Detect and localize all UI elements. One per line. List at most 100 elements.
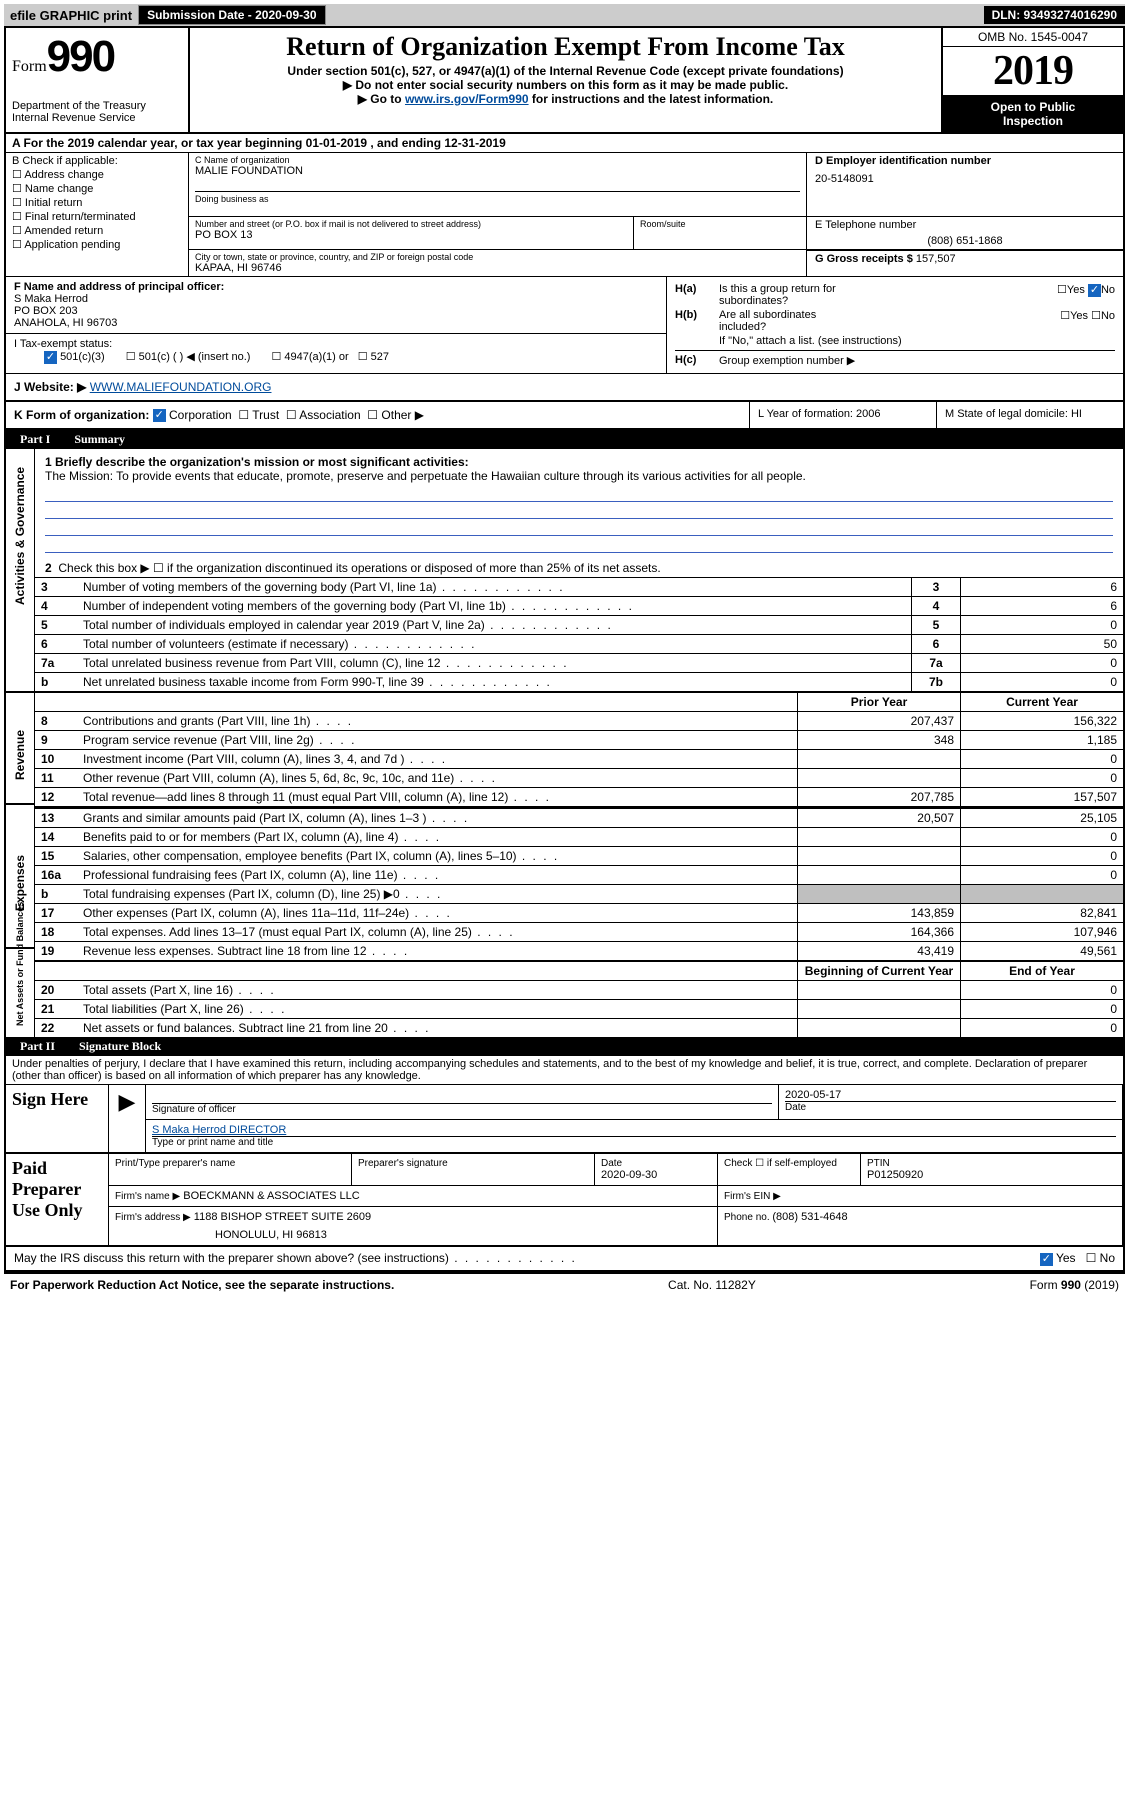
omb-number: OMB No. 1545-0047: [943, 28, 1123, 47]
cb-final-return[interactable]: ☐ Final return/terminated: [12, 210, 182, 223]
table-row: 21Total liabilities (Part X, line 26)0: [35, 1000, 1123, 1019]
mission-line: [45, 519, 1113, 536]
efile-label: efile GRAPHIC print: [4, 8, 138, 23]
cb-initial-return[interactable]: ☐ Initial return: [12, 196, 182, 209]
hc-text: Group exemption number ▶: [719, 354, 1115, 367]
cb-amended[interactable]: ☐ Amended return: [12, 224, 182, 237]
cb-application-pending[interactable]: ☐ Application pending: [12, 238, 182, 251]
section-b-through-g: B Check if applicable: ☐ Address change …: [6, 153, 1123, 277]
section-b: B Check if applicable: ☐ Address change …: [6, 153, 189, 276]
tax-year: 2019: [943, 47, 1123, 96]
table-row: 17Other expenses (Part IX, column (A), l…: [35, 904, 1123, 923]
hdr-prior-year: Prior Year: [798, 692, 961, 712]
form-number: 990: [47, 32, 114, 81]
line-2: 2 Check this box ▶ ☐ if the organization…: [35, 553, 1123, 577]
m-state-domicile: M State of legal domicile: HI: [936, 402, 1123, 428]
officer-addr2: ANAHOLA, HI 96703: [14, 317, 658, 329]
city-label: City or town, state or province, country…: [195, 252, 800, 262]
table-row: 5Total number of individuals employed in…: [35, 616, 1123, 635]
dept-treasury: Department of the Treasury: [12, 100, 182, 112]
table-row: 16aProfessional fundraising fees (Part I…: [35, 866, 1123, 885]
hdr-end-year: End of Year: [961, 962, 1124, 981]
submission-date-button[interactable]: Submission Date - 2020-09-30: [138, 5, 325, 25]
part-i-body: Activities & Governance Revenue Expenses…: [6, 449, 1123, 1037]
org-name: MALIE FOUNDATION: [195, 165, 800, 177]
footer-right: Form 990 (2019): [1030, 1278, 1119, 1292]
form-header: Form990 Department of the Treasury Inter…: [6, 28, 1123, 134]
header-sub2: ▶ Do not enter social security numbers o…: [200, 78, 931, 92]
vtab-net-assets: Net Assets or Fund Balances: [15, 970, 25, 1026]
table-row: 22Net assets or fund balances. Subtract …: [35, 1019, 1123, 1038]
discuss-text: May the IRS discuss this return with the…: [14, 1251, 955, 1265]
irs-link[interactable]: www.irs.gov/Form990: [405, 92, 529, 106]
date-label: Date: [785, 1101, 1116, 1113]
header-right: OMB No. 1545-0047 2019 Open to Public In…: [941, 28, 1123, 132]
l-year-formation: L Year of formation: 2006: [749, 402, 936, 428]
cb-corporation-checked-icon: ✓: [153, 409, 166, 422]
table-row: 9Program service revenue (Part VIII, lin…: [35, 731, 1123, 750]
firm-addr1: 1188 BISHOP STREET SUITE 2609: [194, 1211, 371, 1223]
declaration-text: Under penalties of perjury, I declare th…: [6, 1056, 1123, 1084]
table-row: 6Total number of volunteers (estimate if…: [35, 635, 1123, 654]
table-row: bTotal fundraising expenses (Part IX, co…: [35, 885, 1123, 904]
section-i-tax-exempt: I Tax-exempt status: ✓ 501(c)(3) ☐ 501(c…: [14, 338, 658, 364]
section-j-website: J Website: ▶ WWW.MALIEFOUNDATION.ORG: [6, 374, 1123, 402]
g-gross-label: G Gross receipts $: [815, 253, 916, 265]
table-row: 15Salaries, other compensation, employee…: [35, 847, 1123, 866]
table-row: 11Other revenue (Part VIII, column (A), …: [35, 769, 1123, 788]
addr-label: Number and street (or P.O. box if mail i…: [195, 219, 627, 229]
header-sub1: Under section 501(c), 527, or 4947(a)(1)…: [200, 64, 931, 78]
d-ein-label: D Employer identification number: [815, 155, 1115, 167]
hdr-beg-year: Beginning of Current Year: [798, 962, 961, 981]
ptin-value: P01250920: [867, 1169, 1116, 1181]
table-row: bNet unrelated business taxable income f…: [35, 673, 1123, 692]
table-row: 13Grants and similar amounts paid (Part …: [35, 809, 1123, 828]
ha-label: H(a): [675, 283, 719, 307]
lines-3-7-table: 3Number of voting members of the governi…: [35, 577, 1123, 691]
firm-name: BOECKMANN & ASSOCIATES LLC: [183, 1190, 359, 1202]
f-label: F Name and address of principal officer:: [14, 281, 658, 293]
cb-name-change[interactable]: ☐ Name change: [12, 182, 182, 195]
e-phone-label: E Telephone number: [815, 219, 1115, 231]
hb-label: H(b): [675, 309, 719, 333]
line-1-mission: 1 Briefly describe the organization's mi…: [35, 449, 1123, 485]
table-row: 10Investment income (Part VIII, column (…: [35, 750, 1123, 769]
form-title: Return of Organization Exempt From Incom…: [200, 32, 931, 62]
preparer-name-label: Print/Type preparer's name: [115, 1158, 345, 1169]
g-gross-value: 157,507: [916, 253, 956, 265]
cb-501c3-checked-icon: ✓: [44, 351, 57, 364]
form-container: Form990 Department of the Treasury Inter…: [4, 26, 1125, 1272]
discuss-row: May the IRS discuss this return with the…: [6, 1246, 1123, 1269]
table-row: 12Total revenue—add lines 8 through 11 (…: [35, 788, 1123, 808]
section-f: F Name and address of principal officer:…: [6, 277, 666, 373]
hc-label: H(c): [675, 354, 719, 367]
firm-phone: (808) 531-4648: [772, 1211, 847, 1223]
page-footer: For Paperwork Reduction Act Notice, see …: [4, 1272, 1125, 1296]
ptin-label: PTIN: [867, 1158, 1116, 1169]
cb-address-change[interactable]: ☐ Address change: [12, 168, 182, 181]
vtab-revenue: Revenue: [13, 727, 27, 783]
d-ein-value: 20-5148091: [815, 173, 1115, 185]
lines-13-19-table: 13Grants and similar amounts paid (Part …: [35, 808, 1123, 962]
section-c-through-g: C Name of organization MALIE FOUNDATION …: [189, 153, 1123, 276]
prep-date-value: 2020-09-30: [601, 1169, 711, 1181]
table-row: 3Number of voting members of the governi…: [35, 578, 1123, 597]
sign-date: 2020-05-17: [785, 1089, 1116, 1101]
table-row: 20Total assets (Part X, line 16)0: [35, 981, 1123, 1000]
prep-date-label: Date: [601, 1158, 711, 1169]
h-note: If "No," attach a list. (see instruction…: [675, 335, 1115, 347]
lines-20-22-table: Beginning of Current Year End of Year 20…: [35, 962, 1123, 1037]
dept-irs: Internal Revenue Service: [12, 112, 182, 124]
footer-center: Cat. No. 11282Y: [668, 1278, 756, 1292]
paid-preparer-table: Paid Preparer Use Only Print/Type prepar…: [6, 1153, 1123, 1246]
sign-here-table: Sign Here ▶ Signature of officer 2020-05…: [6, 1084, 1123, 1153]
table-row: 4Number of independent voting members of…: [35, 597, 1123, 616]
room-label: Room/suite: [640, 219, 800, 229]
firm-ein-label: Firm's EIN ▶: [724, 1191, 781, 1202]
vtab-activities: Activities & Governance: [13, 549, 27, 605]
table-row: 14Benefits paid to or for members (Part …: [35, 828, 1123, 847]
section-k-l-m: K Form of organization: ✓ Corporation ☐ …: [6, 402, 1123, 430]
officer-typed-name: S Maka Herrod DIRECTOR: [152, 1124, 1116, 1136]
firm-addr2: HONOLULU, HI 96813: [215, 1229, 711, 1241]
website-link[interactable]: WWW.MALIEFOUNDATION.ORG: [90, 380, 272, 394]
